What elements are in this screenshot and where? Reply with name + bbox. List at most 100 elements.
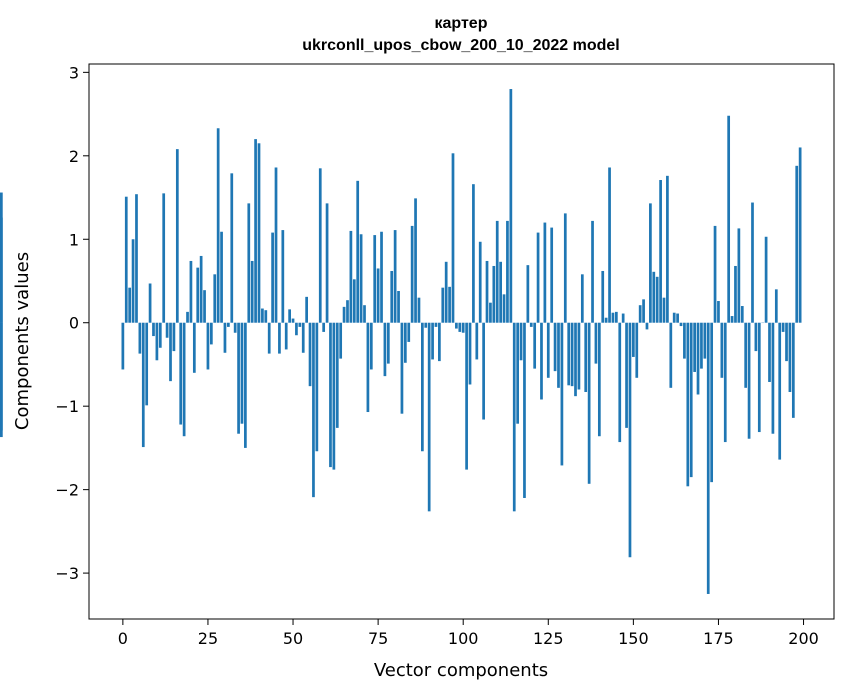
bar-199: [798, 147, 802, 323]
bar-122: [536, 232, 540, 323]
bar-3: [131, 239, 135, 323]
y-tick-label--2: −2: [55, 481, 79, 500]
bar-60: [325, 203, 329, 323]
bar-57: [315, 322, 319, 452]
bar-42: [264, 310, 268, 323]
bar-185: [751, 202, 754, 323]
bar-78: [386, 322, 390, 364]
bar-147: [621, 313, 625, 323]
y-tick-label--1: −1: [55, 397, 79, 416]
bar-43: [267, 322, 271, 354]
bar-47: [281, 230, 285, 323]
bar-99: [458, 322, 462, 332]
bar-174: [713, 225, 717, 323]
bar-113: [506, 220, 509, 323]
bar-90: [427, 322, 431, 512]
bar-146: [618, 322, 622, 443]
bar-67: [349, 230, 353, 323]
bar-17: [179, 322, 183, 425]
bar-141: [601, 270, 605, 323]
bar-148: [625, 322, 628, 428]
bar-83: [403, 322, 407, 363]
bar-15: [172, 322, 176, 352]
bar-181: [737, 228, 741, 323]
bar-158: [659, 180, 662, 323]
bar-159: [662, 297, 666, 323]
bar-132: [570, 322, 574, 387]
bar-94: [441, 287, 445, 323]
x-tick-label-75: 75: [368, 629, 388, 648]
y-tick-label-3: 3: [69, 63, 79, 82]
bar-97: [451, 153, 455, 323]
bar-81: [397, 291, 400, 323]
bar-96: [448, 286, 451, 323]
bar-156: [652, 271, 656, 323]
bar-13: [165, 322, 169, 338]
bar-106: [482, 322, 485, 420]
x-tick-label-100: 100: [448, 629, 479, 648]
bar-62: [332, 322, 336, 470]
bar-179: [730, 316, 734, 323]
bar-119: [526, 265, 530, 323]
bar-undefined: [0, 192, 3, 323]
bar-117: [519, 322, 523, 361]
bar-103: [472, 184, 475, 323]
bar-18: [182, 322, 186, 437]
bar-125: [546, 322, 550, 378]
bar-56: [312, 322, 315, 498]
bar-171: [703, 322, 707, 359]
bar-110: [495, 220, 499, 323]
bar-157: [655, 276, 659, 323]
bar-79: [390, 270, 394, 323]
bar-8: [148, 283, 152, 323]
bar-198: [795, 165, 799, 323]
bar-172: [706, 322, 710, 594]
bar-136: [584, 322, 588, 392]
bar-7: [145, 322, 149, 406]
bar-108: [489, 302, 492, 323]
bar-100: [461, 322, 465, 333]
bar-14: [169, 322, 172, 382]
bar-71: [363, 305, 366, 323]
bar-24: [203, 290, 206, 323]
bar-118: [523, 322, 526, 498]
bar-77: [383, 322, 387, 377]
bar-37: [247, 203, 251, 323]
bar-173: [710, 322, 714, 483]
bar-74: [373, 235, 377, 323]
bar-102: [468, 322, 472, 385]
bar-70: [359, 234, 363, 323]
bar-50: [291, 318, 295, 323]
bar-76: [380, 231, 383, 323]
bar-10: [155, 322, 159, 361]
bar-135: [580, 274, 584, 323]
bar-49: [288, 309, 291, 323]
bar-138: [591, 220, 594, 323]
x-tick-label-200: 200: [788, 629, 819, 648]
bars-group: [0, 89, 802, 594]
bar-undefined: [0, 322, 3, 431]
bar-59: [322, 322, 326, 332]
bar-133: [574, 322, 577, 397]
bar-89: [424, 322, 428, 328]
bar-143: [608, 167, 611, 323]
plot-frame: [88, 63, 835, 620]
bar-165: [683, 322, 686, 359]
bar-175: [717, 301, 720, 323]
bar-33: [233, 322, 237, 333]
bar-68: [352, 279, 356, 323]
bar-139: [594, 322, 598, 364]
bar-140: [597, 322, 601, 437]
bar-72: [366, 322, 370, 413]
bar-167: [689, 322, 693, 478]
bar-28: [216, 128, 220, 323]
x-tick-label-150: 150: [618, 629, 649, 648]
bar-152: [638, 305, 642, 323]
bar-65: [342, 306, 346, 323]
bar-45: [274, 167, 278, 323]
bar-134: [577, 322, 581, 390]
bar-116: [516, 322, 520, 424]
bar-184: [747, 322, 751, 439]
bar-194: [781, 322, 785, 332]
bar-186: [754, 322, 758, 352]
